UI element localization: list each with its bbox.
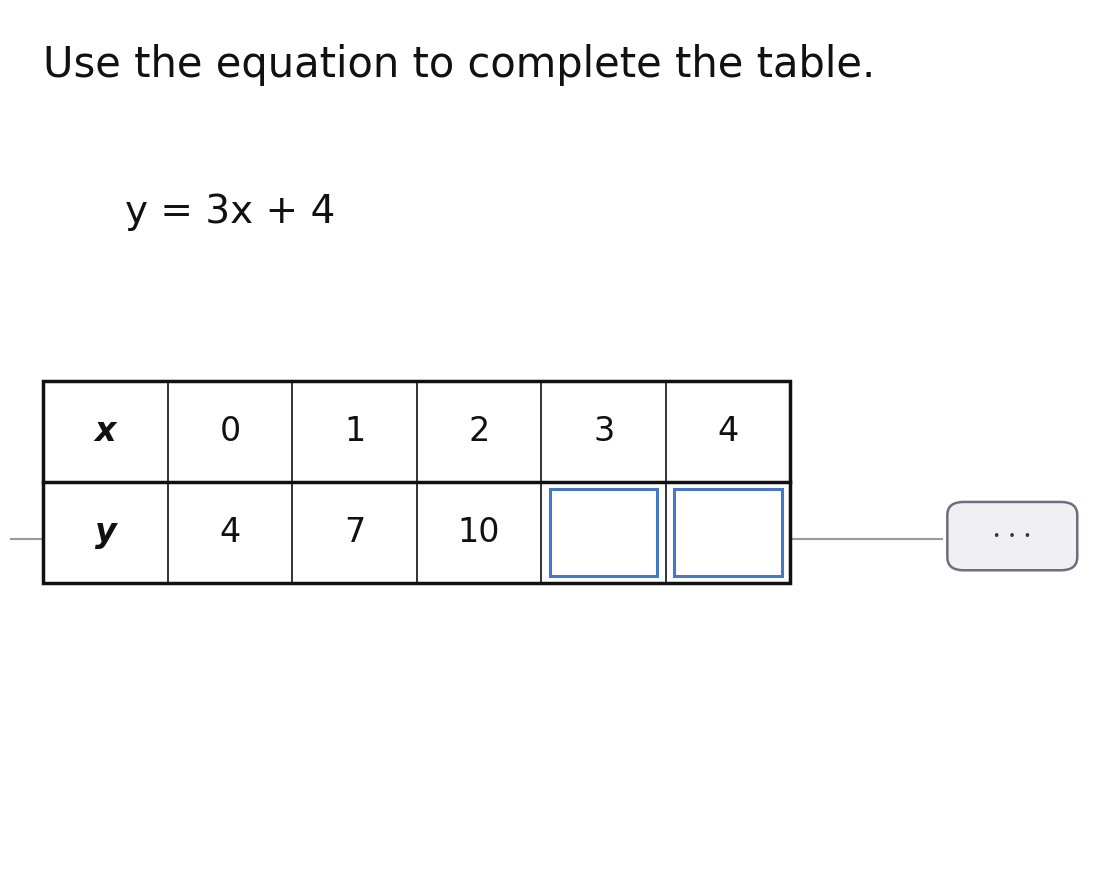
Bar bbox=[550, 489, 658, 576]
Bar bbox=[417, 381, 541, 482]
Bar bbox=[292, 381, 417, 482]
Bar bbox=[43, 482, 168, 583]
Bar bbox=[541, 482, 665, 583]
Text: 4: 4 bbox=[220, 516, 240, 548]
Bar bbox=[168, 482, 292, 583]
Text: y: y bbox=[94, 516, 116, 548]
Bar bbox=[43, 381, 168, 482]
Bar bbox=[665, 482, 791, 583]
Text: •  •  •: • • • bbox=[994, 530, 1031, 542]
Bar bbox=[168, 381, 292, 482]
FancyBboxPatch shape bbox=[948, 502, 1077, 570]
Text: 0: 0 bbox=[220, 415, 240, 448]
Text: 1: 1 bbox=[344, 415, 366, 448]
Text: y = 3x + 4: y = 3x + 4 bbox=[124, 193, 335, 230]
Bar bbox=[417, 482, 541, 583]
Text: 10: 10 bbox=[458, 516, 501, 548]
Text: 4: 4 bbox=[717, 415, 739, 448]
Bar bbox=[665, 381, 791, 482]
Text: x: x bbox=[94, 415, 116, 448]
Text: 2: 2 bbox=[469, 415, 490, 448]
Text: Use the equation to complete the table.: Use the equation to complete the table. bbox=[43, 44, 875, 86]
Bar bbox=[541, 381, 665, 482]
Bar bbox=[674, 489, 782, 576]
Bar bbox=[43, 381, 791, 583]
Bar bbox=[292, 482, 417, 583]
Text: 3: 3 bbox=[593, 415, 614, 448]
Text: 7: 7 bbox=[344, 516, 366, 548]
